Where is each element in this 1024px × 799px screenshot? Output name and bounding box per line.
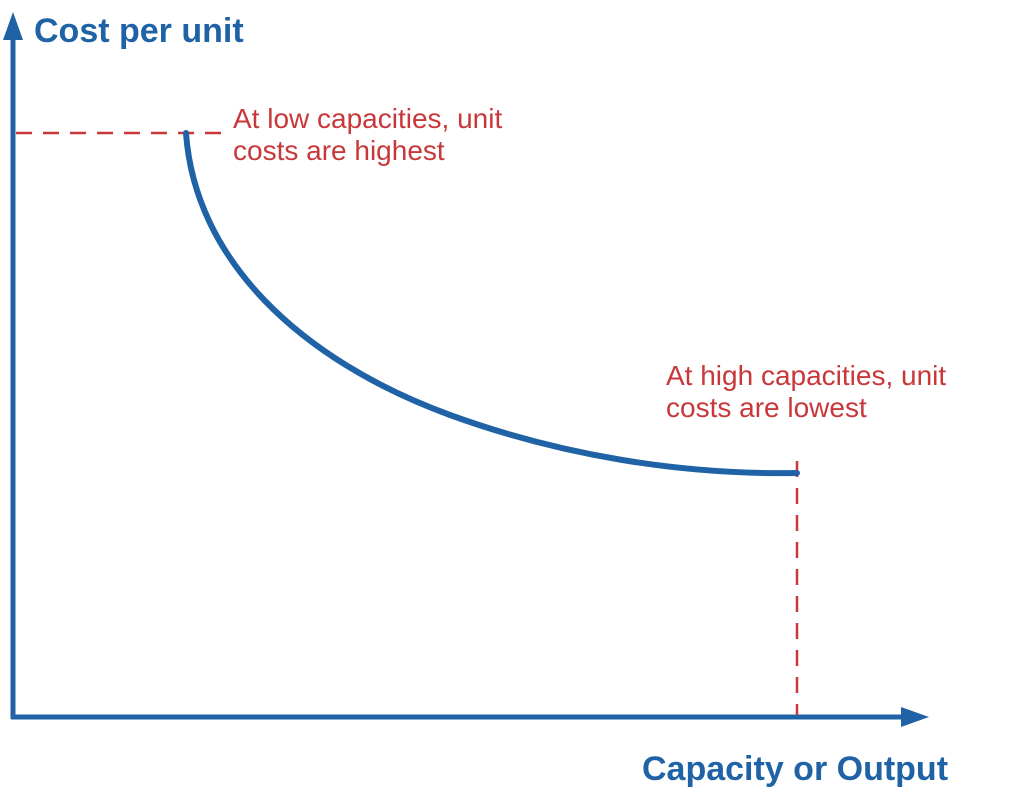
low-annotation-line-1: At low capacities, unit [233, 103, 503, 134]
high-annotation-line-1: At high capacities, unit [666, 360, 947, 391]
x-axis-arrowhead-icon [901, 707, 929, 727]
x-axis-title: Capacity or Output [642, 750, 949, 788]
y-axis-title: Cost per unit [34, 12, 244, 50]
unit-cost-curve [183, 130, 800, 477]
low-annotation-line-2: costs are highest [233, 135, 445, 166]
high-capacity-annotation: At high capacities, unit costs are lowes… [666, 360, 946, 424]
y-axis-arrowhead-icon [3, 12, 23, 40]
low-capacity-annotation: At low capacities, unit costs are highes… [233, 103, 502, 167]
high-annotation-line-2: costs are lowest [666, 392, 867, 423]
